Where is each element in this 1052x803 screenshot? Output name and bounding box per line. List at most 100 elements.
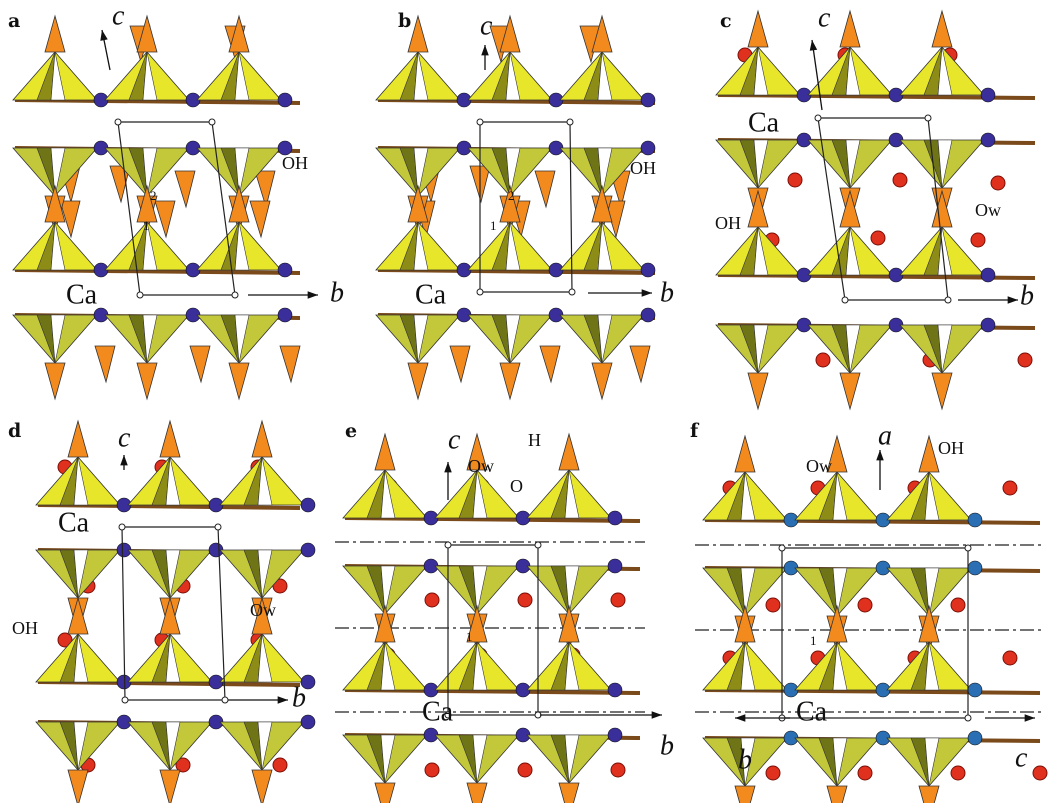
tetrahedron xyxy=(175,171,195,207)
cell-node xyxy=(815,115,821,121)
water-oxygen xyxy=(518,763,532,777)
figure: acbOHCa21bcbOHCa21ccbCaOHOwdcbCaOHOwecOw… xyxy=(0,0,1052,803)
axis-label: c xyxy=(1015,742,1028,773)
tetrahedron-apex xyxy=(252,770,272,803)
tetrahedron-apex xyxy=(160,770,180,803)
panel-label: c xyxy=(720,10,732,32)
tetrahedron-apex xyxy=(919,436,939,472)
arrow-head xyxy=(100,30,107,41)
water-oxygen xyxy=(766,766,780,780)
atom-label: Ow xyxy=(468,456,494,476)
arrow-head xyxy=(1008,296,1018,304)
panel-label: e xyxy=(345,420,357,442)
atom-label: OH xyxy=(630,158,656,178)
calcium xyxy=(968,561,982,575)
cell-node xyxy=(535,542,541,548)
tetrahedron-apex xyxy=(45,363,65,399)
panel-label: a xyxy=(8,10,20,32)
cell-node xyxy=(945,297,951,303)
tetrahedron xyxy=(250,201,270,237)
axis-label: a xyxy=(878,420,892,451)
sheet xyxy=(345,518,640,521)
cell-node xyxy=(115,119,121,125)
tetrahedron-apex xyxy=(932,11,952,47)
tetrahedron-apex xyxy=(229,363,249,399)
calcium xyxy=(641,93,655,107)
cell-node xyxy=(965,545,971,551)
axis-label: c xyxy=(818,2,831,33)
calcium xyxy=(968,683,982,697)
axis-label: b xyxy=(330,277,344,308)
tetrahedron-apex xyxy=(919,786,939,803)
atom-label: 2 xyxy=(508,188,515,203)
tetrahedron-apex xyxy=(137,363,157,399)
panel-label: d xyxy=(8,420,21,442)
tetrahedron-apex xyxy=(375,783,395,803)
calcium xyxy=(981,133,995,147)
water-oxygen xyxy=(518,593,532,607)
calcium xyxy=(608,559,622,573)
water-oxygen xyxy=(816,353,830,367)
arrow-head xyxy=(278,696,288,704)
tetrahedron-apex xyxy=(68,770,88,803)
arrow-head xyxy=(735,714,745,722)
arrow-head xyxy=(444,462,452,472)
arrow-head xyxy=(120,455,128,465)
cell-node xyxy=(477,289,483,295)
sheet xyxy=(15,270,300,273)
calcium xyxy=(608,683,622,697)
calcium xyxy=(641,308,655,322)
tetrahedron-apex xyxy=(840,11,860,47)
arrow-head xyxy=(652,711,662,719)
atom-label: OH xyxy=(282,153,308,173)
tetrahedron-apex xyxy=(68,421,88,457)
tetrahedron-apex xyxy=(408,363,428,399)
atom-label: OH xyxy=(938,438,964,458)
tetrahedron-apex xyxy=(748,373,768,409)
calcium xyxy=(301,498,315,512)
atom-label: H xyxy=(528,430,541,450)
water-oxygen xyxy=(991,176,1005,190)
water-oxygen xyxy=(425,593,439,607)
tetrahedron xyxy=(535,171,555,207)
atom-label: 1 xyxy=(466,629,473,644)
tetrahedron xyxy=(95,346,115,382)
water-oxygen xyxy=(1033,766,1047,780)
tetrahedron-apex xyxy=(559,434,579,470)
calcium xyxy=(278,263,292,277)
calcium xyxy=(981,268,995,282)
water-oxygen xyxy=(611,763,625,777)
arrow-head xyxy=(308,291,318,299)
axis-arrow xyxy=(812,40,822,110)
calcium xyxy=(968,513,982,527)
cell-node xyxy=(119,524,125,530)
cell-node xyxy=(842,297,848,303)
tetrahedron-apex xyxy=(45,16,65,52)
atom-label: Ca xyxy=(66,279,98,310)
sheet xyxy=(705,520,1040,523)
atom-label: 1 xyxy=(143,218,150,233)
axis-label: b xyxy=(660,277,674,308)
calcium xyxy=(301,715,315,729)
water-oxygen xyxy=(425,763,439,777)
water-oxygen xyxy=(766,598,780,612)
water-oxygen xyxy=(1003,651,1017,665)
atom-label: 2 xyxy=(150,188,157,203)
panel xyxy=(335,434,662,803)
atom-label: Ca xyxy=(58,507,90,538)
tetrahedron-apex xyxy=(827,786,847,803)
calcium xyxy=(981,318,995,332)
tetrahedron-apex xyxy=(500,363,520,399)
cell-node xyxy=(477,119,483,125)
sheet xyxy=(378,270,655,273)
atom-label: O xyxy=(510,476,523,496)
sheet xyxy=(378,100,655,103)
sheet xyxy=(345,690,640,693)
water-oxygen xyxy=(871,231,885,245)
sheet xyxy=(38,682,300,685)
sheet xyxy=(15,100,300,103)
tetrahedron-apex xyxy=(160,421,180,457)
atom-label: Ca xyxy=(796,696,828,727)
tetrahedron xyxy=(540,346,560,382)
axis-label: b xyxy=(292,682,306,713)
